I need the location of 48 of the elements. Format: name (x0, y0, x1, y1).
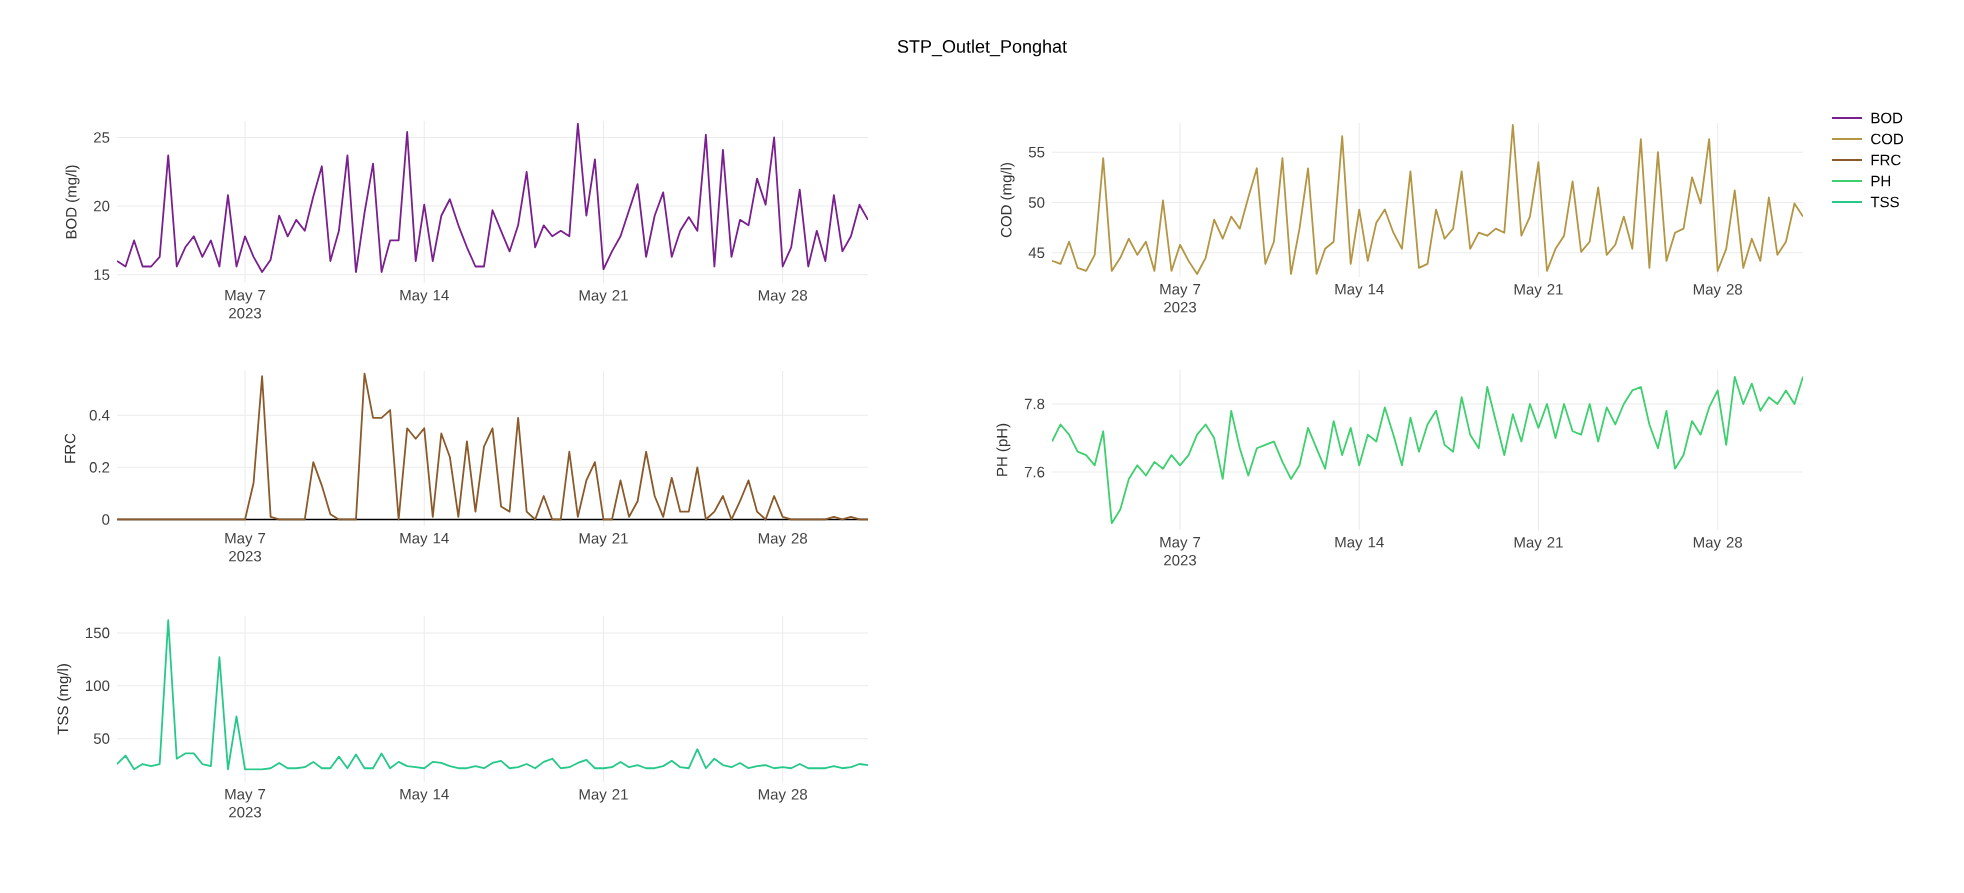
y-axis-title: COD (mg/l) (1000, 163, 1015, 238)
legend-label: BOD (1871, 112, 1903, 124)
x-tick-label: May 28 (1693, 537, 1743, 551)
x-tick-label: May 21 (579, 789, 628, 803)
x-tick-label: May 7 2023 (225, 789, 266, 818)
x-tick-label: May 28 (758, 290, 808, 304)
line-series (1052, 124, 1804, 275)
y-tick-label: 7.6 (1024, 466, 1045, 478)
x-tick-label: May 28 (758, 789, 808, 803)
x-tick-label: May 28 (1693, 284, 1743, 298)
x-tick-label: May 7 2023 (1160, 537, 1201, 566)
y-tick-label: 150 (86, 627, 110, 639)
y-axis-title: TSS (mg/l) (57, 664, 72, 735)
y-tick-label: 0.2 (89, 462, 110, 473)
x-tick-label: May 14 (400, 290, 449, 304)
line-series (117, 122, 869, 273)
y-tick-label: 0.4 (89, 409, 110, 421)
y-axis-title: PH (pH) (996, 423, 1011, 476)
y-axis-title: FRC (64, 433, 76, 463)
x-tick-label: May 7 2023 (1160, 284, 1201, 313)
x-tick-label: May 7 2023 (225, 290, 266, 319)
chart-title: STP_Outlet_Ponghat (897, 39, 1067, 57)
line-series (1052, 375, 1804, 525)
y-axis-title: BOD (mg/l) (65, 165, 80, 239)
legend-label: COD (1871, 133, 1904, 145)
x-tick-label: May 7 2023 (225, 533, 266, 562)
x-tick-label: May 14 (400, 789, 449, 803)
x-tick-label: May 28 (758, 533, 808, 547)
legend-label: FRC (1871, 154, 1901, 166)
x-tick-label: May 14 (1335, 537, 1384, 551)
y-tick-label: 45 (1028, 247, 1045, 259)
y-tick-label: 50 (1028, 197, 1045, 208)
x-tick-label: May 21 (579, 533, 628, 547)
y-tick-label: 25 (94, 132, 110, 143)
y-tick-label: 100 (86, 680, 110, 692)
y-tick-label: 0 (102, 514, 110, 525)
legend-label: PH (1871, 175, 1891, 187)
x-tick-label: May 21 (1514, 537, 1563, 551)
y-tick-label: 20 (94, 200, 110, 212)
y-tick-label: 7.8 (1024, 398, 1045, 410)
legend-label: TSS (1870, 196, 1899, 208)
x-tick-label: May 14 (400, 533, 449, 547)
x-tick-label: May 21 (579, 290, 628, 304)
y-tick-label: 55 (1028, 146, 1045, 158)
x-tick-label: May 14 (1335, 284, 1384, 298)
y-tick-label: 15 (94, 269, 110, 280)
y-tick-label: 50 (93, 733, 110, 744)
x-tick-label: May 21 (1514, 284, 1563, 298)
